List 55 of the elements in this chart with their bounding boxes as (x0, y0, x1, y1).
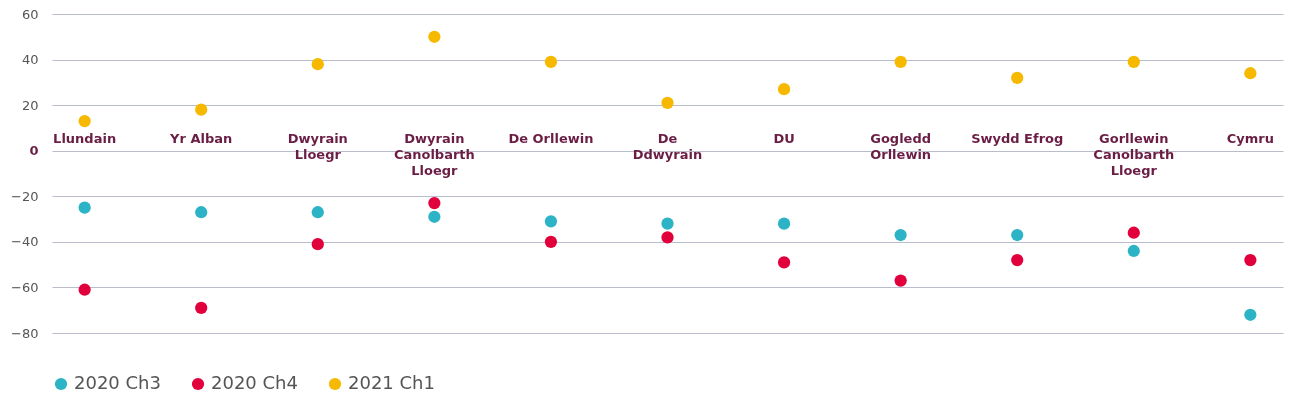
point (195, 103, 208, 116)
point (1127, 55, 1140, 68)
point (544, 215, 558, 228)
point (195, 206, 208, 219)
point (544, 55, 558, 68)
y-tick-label: 0 (29, 143, 39, 159)
point (777, 217, 791, 230)
point (661, 217, 674, 230)
point (78, 114, 91, 128)
x-tick-label: Gogledd Orllewin (870, 130, 932, 162)
x-tick-label: Dwyrain Canolbarth Lloegr (393, 130, 475, 178)
point (311, 58, 324, 71)
legend-label: 2020 Ch4 (211, 372, 298, 393)
point (1011, 228, 1024, 242)
y-tick-label: −40 (11, 234, 39, 250)
point (544, 235, 558, 248)
x-tick-label: Llundain (53, 130, 117, 146)
x-tick-label: Cymru (1226, 130, 1274, 146)
y-tick-label: −80 (11, 325, 39, 341)
x-tick-label: Yr Alban (169, 130, 233, 146)
point (1244, 308, 1257, 321)
point (777, 83, 791, 96)
y-tick-label: 60 (21, 6, 39, 22)
point (428, 30, 441, 43)
y-tick-label: 20 (21, 97, 39, 113)
x-tick-label: DU (773, 130, 795, 146)
point (661, 96, 674, 109)
x-tick-label: De Ddwyrain (632, 130, 703, 162)
point (78, 201, 91, 214)
point (1127, 244, 1140, 258)
x-tick-label: De Orllewin (508, 130, 594, 146)
point (1244, 67, 1257, 80)
point (78, 283, 91, 296)
legend-label: 2020 Ch3 (74, 372, 161, 393)
point (777, 256, 791, 269)
x-tick-label: Dwyrain Lloegr (287, 130, 348, 162)
point (894, 55, 907, 68)
point (428, 210, 441, 223)
point (195, 301, 208, 315)
legend-label: 2021 Ch1 (348, 372, 435, 393)
point (894, 274, 907, 287)
point (311, 238, 324, 251)
point (428, 197, 441, 210)
point (1244, 253, 1257, 267)
point (311, 206, 324, 219)
point (1011, 253, 1024, 267)
point (1011, 71, 1024, 84)
y-tick-label: −20 (11, 188, 39, 204)
y-tick-label: 40 (21, 52, 39, 68)
x-tick-label: Swydd Efrog (971, 130, 1064, 146)
point (661, 231, 674, 244)
x-tick-label: Gorllewin Canolbarth Lloegr (1093, 130, 1175, 178)
point (894, 228, 907, 242)
point (1127, 226, 1140, 239)
y-tick-label: −60 (11, 279, 39, 295)
